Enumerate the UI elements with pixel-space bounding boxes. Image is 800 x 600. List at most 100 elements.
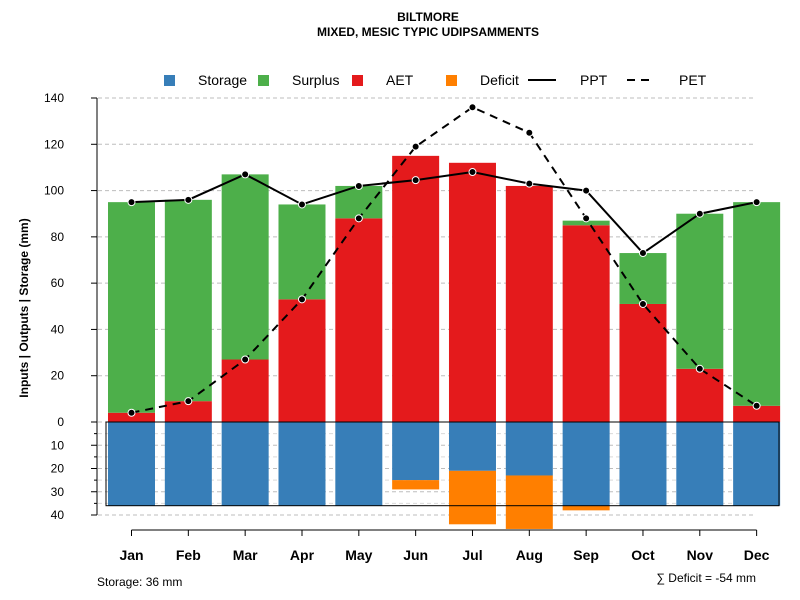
x-tick-label: Sep [573,547,599,563]
point-ppt [354,181,363,190]
point-pet [695,364,704,373]
y-tick-label: 60 [51,276,65,290]
legend-swatch [258,75,269,86]
point-ppt [127,198,136,207]
bar-aet [164,401,212,422]
legend-swatch [164,75,175,86]
bar-surplus [676,213,724,369]
bar-surplus [562,220,610,226]
y-tick-label: 20 [51,369,65,383]
bar-storage [562,422,610,506]
x-tick-label: Dec [744,547,770,563]
deficit-footnote: ∑ Deficit = -54 mm [656,571,756,585]
legend-label: Storage [198,72,247,88]
legend-label: PPT [580,72,608,88]
point-pet [354,214,363,223]
bar-storage [335,422,383,506]
point-ppt [241,170,250,179]
bar-storage [278,422,326,506]
legend: Storage Surplus AET Deficit PPT PET [164,72,707,88]
x-tick-label: May [345,547,372,563]
bar-aet [733,405,781,422]
y-tick-label: 100 [44,184,64,198]
bar-aet [448,162,496,423]
point-ppt [297,200,306,209]
y-axis-label: Inputs | Outputs | Storage (mm) [17,218,31,397]
bar-surplus [221,174,269,360]
y-tick-label: 120 [44,137,64,151]
bar-deficit [562,505,610,511]
storage-footnote: Storage: 36 mm [97,575,182,589]
series-line-pet [131,106,758,414]
point-ppt [582,186,591,195]
bar-aet [676,368,724,422]
bar-surplus [278,204,326,300]
bar-deficit [505,475,553,529]
chart-subtitle: MIXED, MESIC TYPIC UDIPSAMMENTS [317,25,539,39]
bar-storage [221,422,269,506]
x-tick-label: Oct [631,547,655,563]
series-line-ppt [131,171,757,255]
bar-storage [392,422,440,481]
bar-surplus [164,199,212,402]
point-ppt [411,176,420,185]
bar-deficit [392,480,440,490]
bar-aet [392,155,440,422]
legend-label: Deficit [480,72,519,88]
bar-storage [448,422,496,471]
point-ppt [525,179,534,188]
x-tick-label: Jul [462,547,482,563]
line-series [127,103,761,417]
legend-label: Surplus [292,72,339,88]
point-pet [241,355,250,364]
x-tick-label: Jun [403,547,428,563]
point-pet [638,299,647,308]
y-tick-label: 30 [51,485,65,499]
legend-swatch [446,75,457,86]
x-tick-label: Apr [290,547,315,563]
y-tick-label: 40 [51,508,65,522]
y-tick-label: 0 [57,415,64,429]
legend-swatch [352,75,363,86]
bars [105,155,781,529]
x-tick-label: Jan [119,547,143,563]
point-pet [752,401,761,410]
bar-storage [733,422,781,506]
y-tick-label: 80 [51,230,65,244]
bar-surplus [619,253,667,304]
y-tick-label: 20 [51,462,65,476]
point-ppt [695,209,704,218]
y-tick-label: 40 [51,322,65,336]
bar-storage [619,422,667,506]
bar-aet [562,225,610,422]
bar-storage [164,422,212,506]
point-ppt [638,249,647,258]
point-ppt [468,168,477,177]
bar-aet [221,359,269,422]
x-tick-label: Feb [176,547,201,563]
bar-aet [335,218,383,422]
y-tick-label: 140 [44,91,64,105]
point-pet [411,142,420,151]
x-tick-label: Aug [516,547,543,563]
bar-storage [676,422,724,506]
point-pet [525,128,534,137]
storage-capacity-box [105,421,780,507]
bar-surplus [733,202,781,406]
point-pet [297,295,306,304]
bar-aet [505,185,553,422]
point-pet [468,103,477,112]
point-pet [184,397,193,406]
point-ppt [752,198,761,207]
x-tick-label: Nov [687,547,714,563]
point-ppt [184,195,193,204]
y-tick-label: 10 [51,438,65,452]
bar-surplus [108,202,155,413]
bar-aet [278,299,326,422]
point-pet [127,408,136,417]
x-tick-label: Mar [233,547,258,563]
bar-storage [108,422,155,506]
bar-storage [505,422,553,476]
legend-label: PET [679,72,707,88]
